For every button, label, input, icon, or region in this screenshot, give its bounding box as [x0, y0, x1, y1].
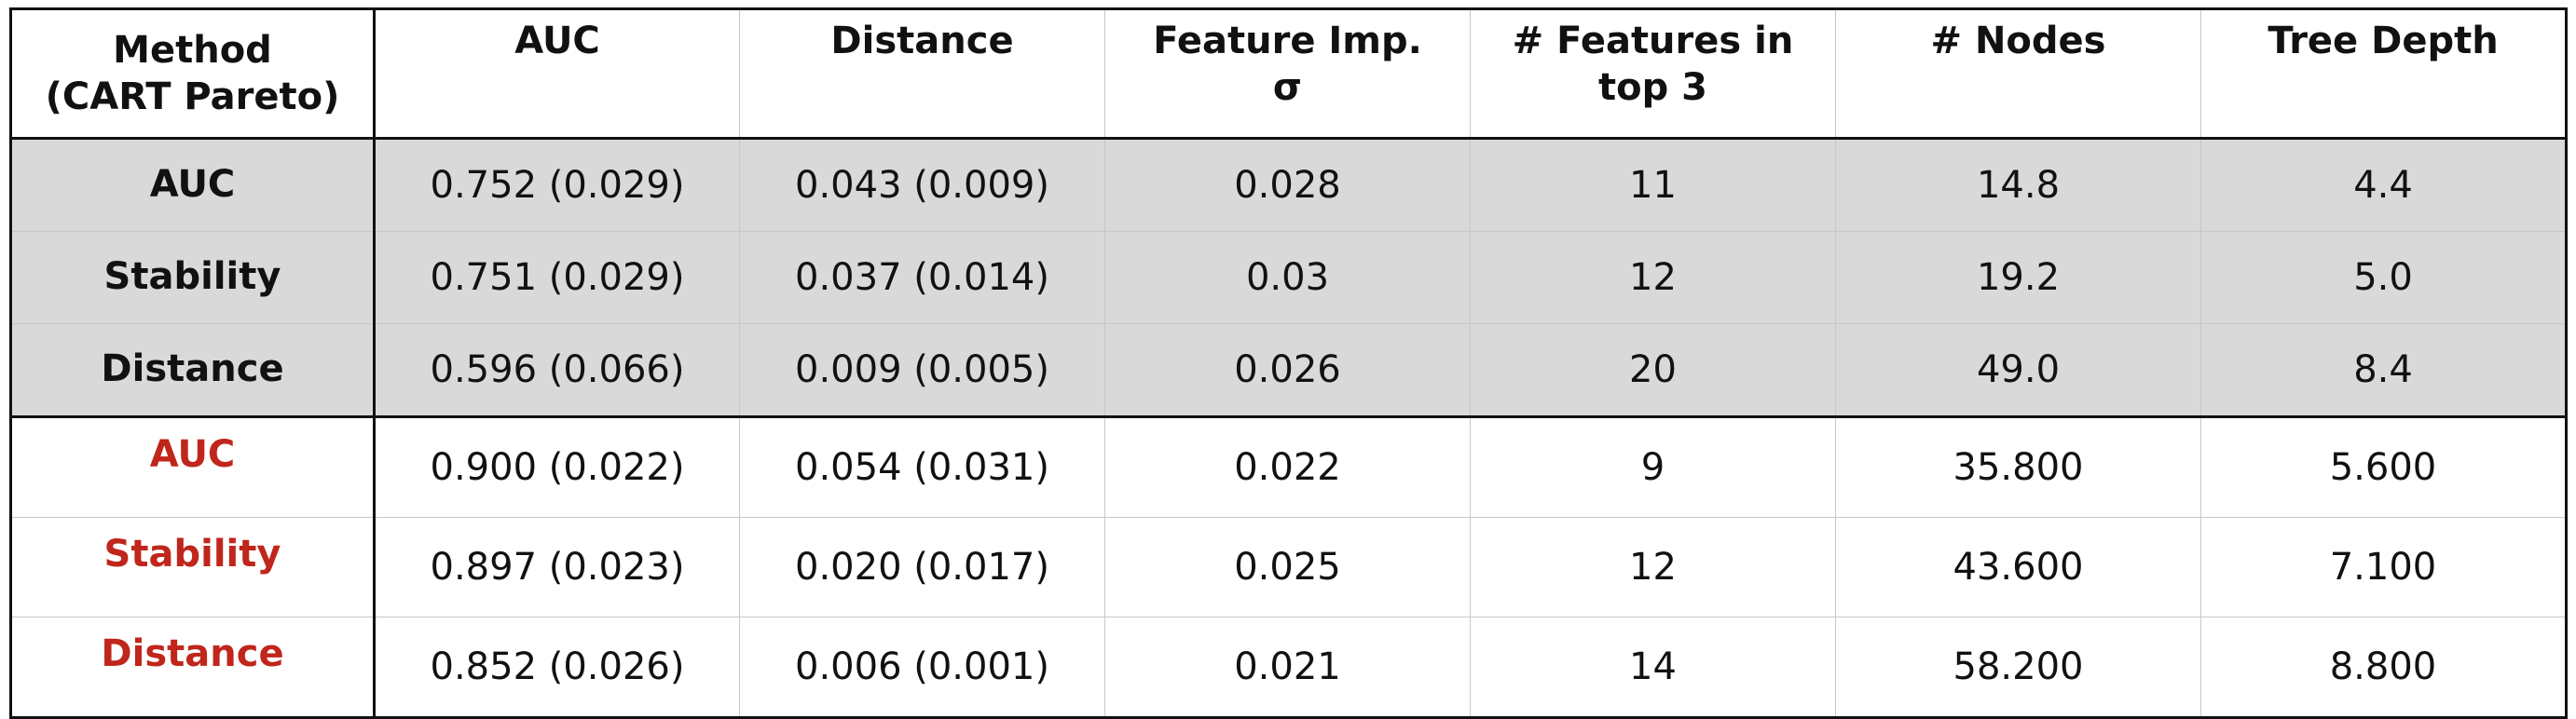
cell-nodes: 58.200	[1835, 617, 2201, 718]
cell-features-top3: 11	[1470, 138, 1836, 232]
cell-feature-imp: 0.025	[1104, 517, 1471, 617]
cell-distance: 0.009 (0.005)	[739, 323, 1105, 418]
header-distance-line1: Distance	[830, 20, 1014, 62]
cell-tree-depth: 7.100	[2200, 517, 2567, 617]
cell-distance: 0.037 (0.014)	[739, 231, 1105, 324]
header-auc: AUC	[374, 8, 740, 140]
cell-features-top3: 12	[1470, 517, 1836, 617]
row-label: Distance	[10, 323, 376, 418]
table-row: AUC 0.752 (0.029) 0.043 (0.009) 0.028 11…	[10, 138, 2567, 232]
cell-auc: 0.900 (0.022)	[374, 416, 740, 518]
cell-distance: 0.054 (0.031)	[739, 416, 1105, 518]
cell-auc: 0.751 (0.029)	[374, 231, 740, 324]
cell-tree-depth: 4.4	[2200, 138, 2567, 232]
table-row: Stability 0.751 (0.029) 0.037 (0.014) 0.…	[10, 231, 2567, 324]
cell-tree-depth: 5.0	[2200, 231, 2567, 324]
cell-auc: 0.596 (0.066)	[374, 323, 740, 418]
cell-distance: 0.006 (0.001)	[739, 617, 1105, 718]
cell-auc: 0.852 (0.026)	[374, 617, 740, 718]
header-method: Method (CART Pareto)	[10, 8, 376, 140]
cell-feature-imp: 0.022	[1104, 416, 1471, 518]
cell-feature-imp: 0.03	[1104, 231, 1471, 324]
header-row: Method (CART Pareto) AUC Distance Featur…	[10, 8, 2567, 140]
header-method-line2: (CART Pareto)	[45, 75, 340, 118]
header-features-top3: # Features in top 3	[1470, 8, 1836, 140]
cell-nodes: 19.2	[1835, 231, 2201, 324]
header-feature-imp-line1: Feature Imp.	[1153, 20, 1422, 62]
table-row: Distance 0.852 (0.026) 0.006 (0.001) 0.0…	[10, 617, 2567, 718]
header-nodes-line1: # Nodes	[1930, 20, 2106, 62]
header-tree-depth-line1: Tree Depth	[2268, 20, 2499, 62]
row-label: Stability	[10, 517, 376, 617]
header-nodes: # Nodes	[1835, 8, 2201, 140]
table-row: Stability 0.897 (0.023) 0.020 (0.017) 0.…	[10, 517, 2567, 617]
header-auc-line1: AUC	[514, 20, 600, 62]
row-label: AUC	[10, 416, 376, 518]
cell-nodes: 49.0	[1835, 323, 2201, 418]
cell-distance: 0.020 (0.017)	[739, 517, 1105, 617]
table-row: AUC 0.900 (0.022) 0.054 (0.031) 0.022 9 …	[10, 416, 2567, 518]
cell-features-top3: 20	[1470, 323, 1836, 418]
header-features-top3-line2: top 3	[1598, 66, 1707, 109]
header-distance: Distance	[739, 8, 1105, 140]
cell-feature-imp: 0.021	[1104, 617, 1471, 718]
header-feature-imp-line2: σ	[1272, 66, 1303, 109]
cell-nodes: 35.800	[1835, 416, 2201, 518]
results-table-container: Method (CART Pareto) AUC Distance Featur…	[9, 7, 2568, 719]
header-method-line1: Method	[113, 29, 272, 72]
row-label: Stability	[10, 231, 376, 324]
cell-nodes: 43.600	[1835, 517, 2201, 617]
header-features-top3-line1: # Features in	[1512, 20, 1794, 62]
cell-tree-depth: 8.800	[2200, 617, 2567, 718]
cell-auc: 0.752 (0.029)	[374, 138, 740, 232]
cell-tree-depth: 5.600	[2200, 416, 2567, 518]
table-row: Distance 0.596 (0.066) 0.009 (0.005) 0.0…	[10, 323, 2567, 418]
header-tree-depth: Tree Depth	[2200, 8, 2567, 140]
cell-features-top3: 9	[1470, 416, 1836, 518]
cell-auc: 0.897 (0.023)	[374, 517, 740, 617]
row-label: AUC	[10, 138, 376, 232]
cell-features-top3: 12	[1470, 231, 1836, 324]
row-label: Distance	[10, 617, 376, 718]
cell-nodes: 14.8	[1835, 138, 2201, 232]
cell-feature-imp: 0.028	[1104, 138, 1471, 232]
cell-tree-depth: 8.4	[2200, 323, 2567, 418]
cell-features-top3: 14	[1470, 617, 1836, 718]
cell-distance: 0.043 (0.009)	[739, 138, 1105, 232]
cell-feature-imp: 0.026	[1104, 323, 1471, 418]
results-table: Method (CART Pareto) AUC Distance Featur…	[9, 7, 2568, 719]
header-feature-imp: Feature Imp. σ	[1104, 8, 1471, 140]
